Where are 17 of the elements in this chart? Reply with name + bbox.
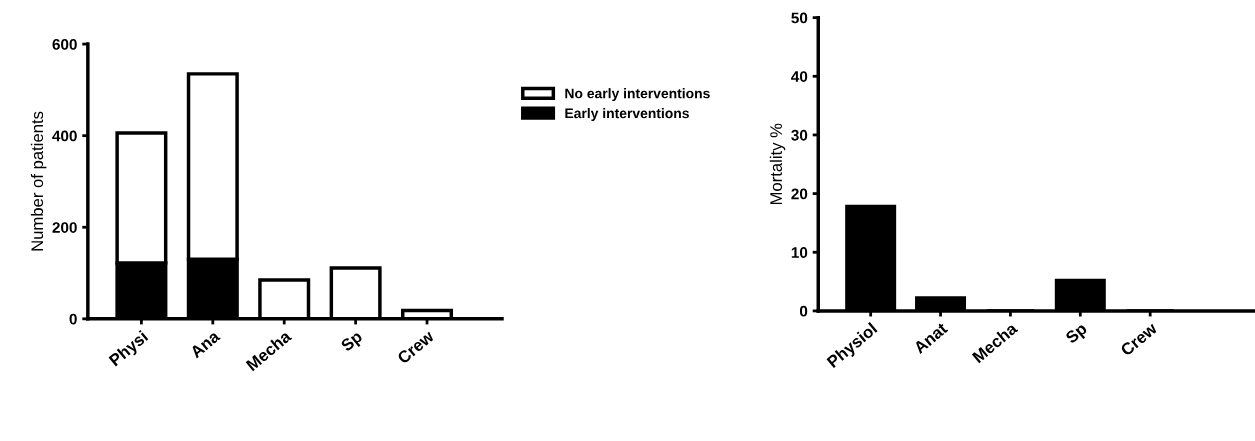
- y-tick-label: 200: [52, 222, 77, 233]
- y-tick-label: 40: [791, 71, 808, 82]
- y-tick-label: 400: [52, 130, 77, 142]
- x-tick-label: Sp: [339, 330, 366, 355]
- y-tick-label: 0: [69, 313, 77, 325]
- y-axis-title: Number of patients: [30, 111, 47, 251]
- y-tick-label: 30: [791, 129, 808, 141]
- y-tick-label: 0: [799, 305, 808, 317]
- x-tick-label: Ana: [189, 329, 221, 359]
- y-tick-label: 10: [791, 247, 808, 258]
- y-tick-label: 50: [791, 12, 808, 24]
- y-tick-label: 20: [791, 188, 808, 200]
- x-tick-label: Sp: [1064, 322, 1090, 347]
- legend-label: No early interventions: [565, 88, 710, 102]
- y-tick-label: 600: [52, 38, 77, 50]
- legend-label: Early interventions: [565, 108, 689, 121]
- y-axis-title: Mortality %: [769, 123, 786, 205]
